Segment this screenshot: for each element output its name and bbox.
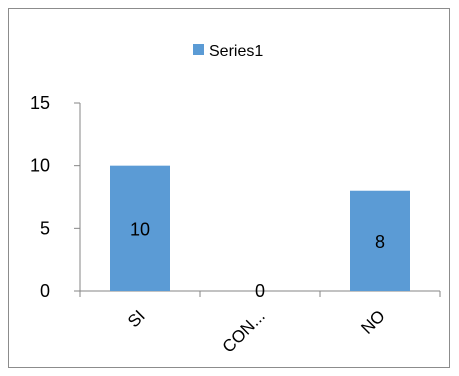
data-label: 8: [375, 232, 385, 252]
y-tick-label: 15: [30, 93, 50, 113]
legend-label-series1: Series1: [209, 43, 263, 60]
legend-swatch: [193, 44, 204, 55]
bar-no: [350, 190, 410, 291]
category-label: SI: [124, 306, 149, 331]
data-label: 0: [255, 281, 265, 301]
y-tick-label: 0: [40, 281, 50, 301]
legend: Series1: [193, 43, 263, 60]
y-tick-label: 5: [40, 218, 50, 238]
data-label: 10: [130, 219, 150, 239]
category-label: NO: [357, 306, 388, 337]
category-label: CON...: [219, 306, 269, 356]
chart-frame: [8, 8, 450, 368]
bar-si: [110, 165, 170, 291]
y-tick-label: 10: [30, 156, 50, 176]
